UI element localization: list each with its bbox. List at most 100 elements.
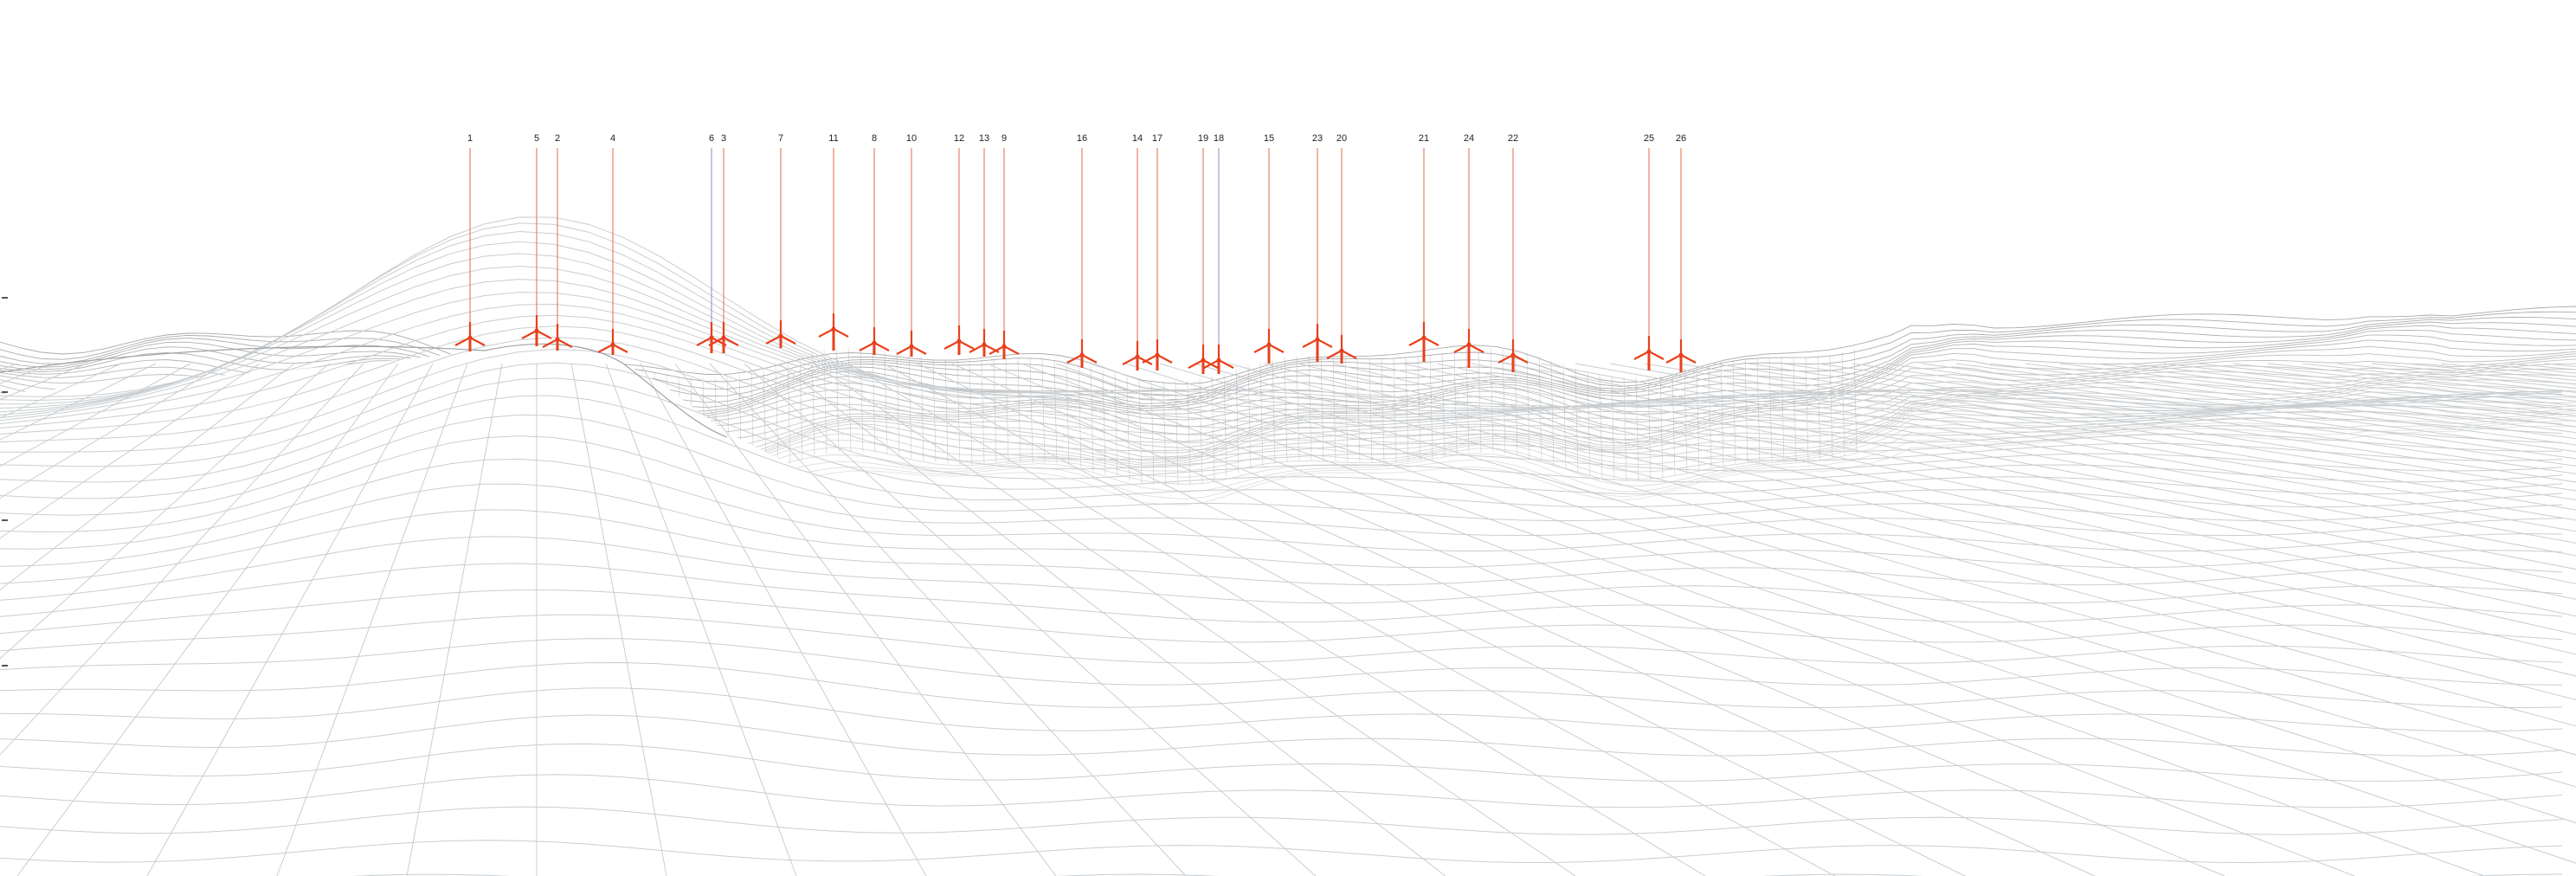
- turbine-18: 18: [1203, 133, 1234, 374]
- far-grid-line: [1744, 358, 1748, 463]
- turbine-blade: [557, 338, 573, 348]
- near-grid-line: [1263, 363, 2576, 701]
- turbine-number-label: 1: [467, 133, 473, 144]
- near-grid-line: [1540, 363, 2576, 557]
- near-contour-line: [0, 840, 2563, 864]
- turbine-blade: [1468, 344, 1484, 353]
- far-grid-line: [969, 360, 973, 465]
- turbine-number-label: 10: [906, 133, 917, 144]
- turbine-blade: [536, 330, 552, 339]
- turbine-6: 6: [696, 133, 727, 353]
- near-terrain-wireframe: [0, 216, 2576, 876]
- turbine-hub: [1079, 352, 1085, 357]
- near-grid-line: [917, 363, 1966, 876]
- turbine-blade: [597, 344, 614, 353]
- far-grid-line: [799, 356, 803, 461]
- near-contour-line: [0, 230, 2563, 409]
- near-grid-line: [16, 363, 399, 876]
- turbine-blade: [818, 328, 834, 338]
- far-grid-line: [1696, 366, 1700, 471]
- far-grid-line: [1768, 357, 1773, 462]
- near-grid-line: [0, 363, 191, 467]
- turbine-blade: [1142, 354, 1158, 364]
- near-grid-line: [1090, 363, 2576, 864]
- far-grid-line: [1659, 374, 1664, 479]
- far-grid-line: [920, 357, 924, 461]
- near-grid-line: [778, 363, 1446, 876]
- near-grid-line: [1609, 363, 2576, 532]
- turbine-hub: [467, 335, 473, 340]
- near-grid-line: [1748, 363, 2576, 492]
- foreground-hill: [0, 342, 2576, 876]
- near-grid-line: [951, 363, 2096, 876]
- turbine-blade: [958, 340, 975, 350]
- turbine-hub: [1315, 337, 1320, 342]
- far-grid-line: [1393, 358, 1397, 463]
- far-grid-line: [1332, 357, 1336, 461]
- near-grid-line: [1713, 363, 2576, 501]
- turbine-hub: [1421, 335, 1426, 340]
- far-grid-line: [811, 352, 815, 457]
- far-grid-line: [908, 354, 912, 459]
- near-grid-line: [847, 363, 1706, 876]
- turbine-blade: [1218, 359, 1234, 369]
- turbine-hub: [1135, 354, 1140, 359]
- near-grid-line: [406, 363, 503, 876]
- turbine-blade: [765, 335, 782, 345]
- turbine-20: 20: [1326, 133, 1357, 364]
- turbine-blade: [1302, 338, 1318, 348]
- near-grid-line: [1817, 363, 2576, 474]
- near-grid-line: [709, 363, 1187, 876]
- far-grid-line: [1853, 349, 1858, 454]
- far-grid-line: [1005, 358, 1009, 463]
- turbine-blade: [1341, 350, 1357, 359]
- turbine-blade: [1633, 351, 1650, 360]
- turbine-number-label: 11: [828, 133, 838, 144]
- near-contour-line: [0, 216, 2563, 408]
- turbine-blade: [1003, 345, 1020, 355]
- far-grid-line: [1671, 371, 1676, 476]
- turbine-number-label: 3: [721, 133, 726, 144]
- turbine-hub: [778, 333, 783, 338]
- near-grid-line: [674, 363, 1057, 876]
- near-contour-line: [0, 292, 2563, 429]
- near-grid-line: [605, 363, 797, 876]
- turbine-hub: [1266, 342, 1272, 347]
- turbine-number-label: 2: [555, 133, 560, 144]
- turbine-blade: [1408, 337, 1425, 346]
- near-grid-line: [640, 363, 927, 876]
- turbine-blade: [896, 345, 912, 355]
- far-grid-line: [787, 360, 791, 465]
- turbine-blade: [612, 344, 628, 353]
- near-grid-line: [0, 363, 295, 591]
- near-grid-line: [146, 363, 434, 876]
- far-grid-line: [1368, 358, 1373, 463]
- turbine-blade: [723, 337, 739, 346]
- near-contour-line: [0, 536, 2563, 604]
- turbine-blade: [1253, 344, 1270, 353]
- turbine-7: 7: [765, 133, 796, 348]
- turbine-blade: [1156, 354, 1173, 364]
- turbine-number-label: 12: [954, 133, 964, 144]
- turbine-16: 16: [1066, 133, 1098, 368]
- edge-tick-mark: [2, 665, 8, 667]
- far-grid-line: [1199, 379, 1203, 484]
- far-grid-line: [1453, 351, 1458, 455]
- turbine-blade: [1188, 359, 1204, 369]
- turbine-blade: [1203, 359, 1220, 369]
- turbine-blade: [1497, 354, 1514, 364]
- near-contour-line: [0, 483, 2563, 569]
- near-grid-line: [276, 363, 468, 876]
- near-contour-line: [0, 303, 2563, 436]
- far-grid-line: [1478, 348, 1482, 453]
- turbine-number-label: 8: [872, 133, 877, 144]
- near-grid-line: [570, 363, 667, 876]
- near-grid-line: [1471, 363, 2576, 584]
- near-grid-line: [1124, 363, 2576, 824]
- far-grid-line: [1114, 373, 1118, 478]
- turbine-9: 9: [989, 133, 1020, 359]
- near-contour-line: [0, 714, 2563, 757]
- turbine-number-label: 15: [1264, 133, 1274, 144]
- near-grid-line: [1055, 363, 2485, 876]
